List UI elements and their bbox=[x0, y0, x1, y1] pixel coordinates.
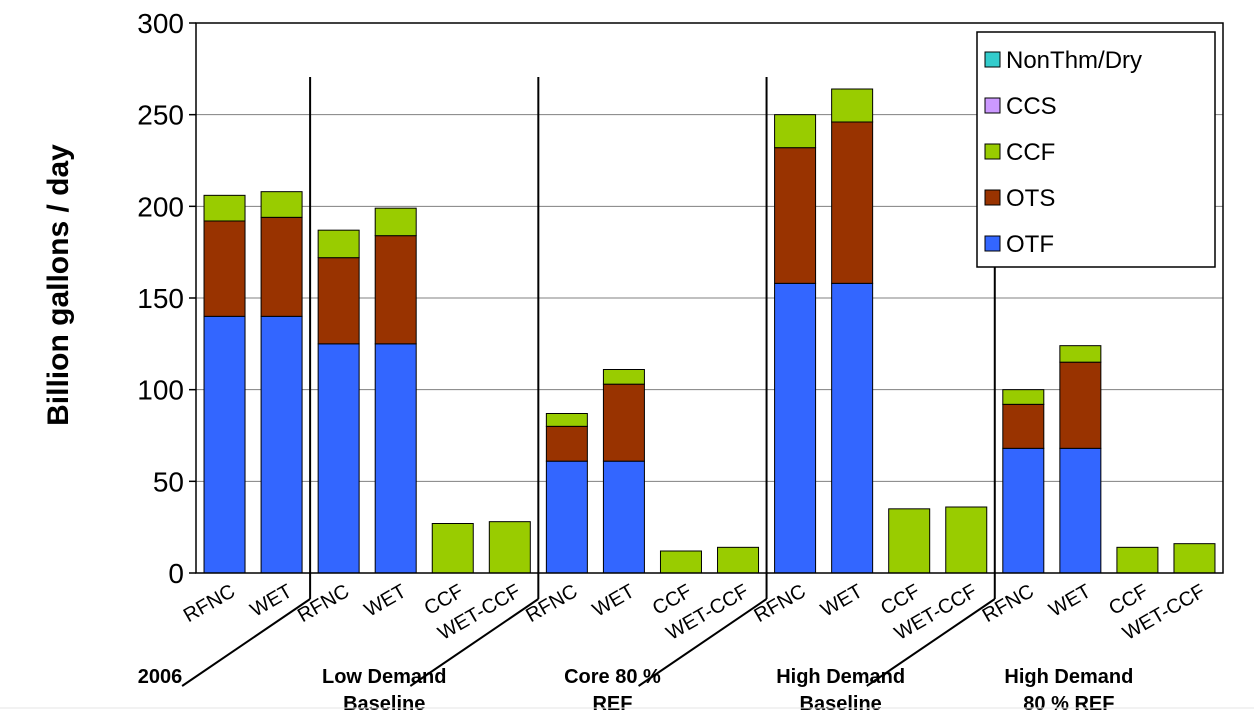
bar-segment-ccf bbox=[431, 523, 474, 574]
y-tick-label: 0 bbox=[168, 558, 184, 589]
bar-segment-ots bbox=[545, 425, 588, 462]
group-separator-diagonal bbox=[409, 598, 539, 687]
y-tick-label: 100 bbox=[137, 375, 184, 406]
x-category-label: RFNC bbox=[180, 580, 239, 627]
bar-segment-ccf bbox=[488, 521, 531, 574]
bar-segment-ccf bbox=[659, 550, 702, 574]
legend-entry: CCF bbox=[1006, 139, 1055, 166]
bar-segment-otf bbox=[1002, 447, 1045, 574]
bars-layer bbox=[203, 88, 1216, 574]
group-separator-diagonal bbox=[866, 598, 996, 687]
bar-segment-otf bbox=[203, 315, 246, 574]
group-label-line: 80 % REF bbox=[1023, 693, 1114, 715]
group-label-line: 2006 bbox=[138, 666, 183, 688]
y-tick-label: 300 bbox=[137, 8, 184, 39]
legend-swatch bbox=[984, 51, 1001, 68]
bar-segment-ots bbox=[1059, 361, 1102, 449]
x-category-label: WET bbox=[589, 580, 638, 621]
x-axis-group-labels: 2006 Low Demand Baseline Core 80 % REF High D… bbox=[138, 666, 1134, 715]
y-tick-label: 150 bbox=[137, 283, 184, 314]
x-category-label: WET bbox=[817, 580, 866, 621]
group-label-line: Core 80 % bbox=[564, 666, 661, 688]
x-category-label: WET bbox=[247, 580, 296, 621]
x-category-label: RFNC bbox=[522, 580, 581, 627]
x-category-label: RFNC bbox=[979, 580, 1038, 627]
legend-entry: CCS bbox=[1006, 93, 1057, 120]
bar-segment-ots bbox=[317, 257, 360, 345]
bar-segment-ccf bbox=[1116, 546, 1159, 574]
bar-segment-ots bbox=[374, 235, 417, 345]
y-tick-label: 250 bbox=[137, 100, 184, 131]
bar-segment-ccf bbox=[374, 207, 417, 237]
y-axis-ticks: 0 50 100 150 200 250 300 bbox=[137, 8, 196, 589]
group-label-line: High Demand bbox=[1004, 666, 1133, 688]
bar-segment-ots bbox=[203, 220, 246, 317]
group-label-line: Baseline bbox=[343, 693, 425, 715]
legend-swatch bbox=[984, 189, 1001, 206]
bar-segment-ccf bbox=[945, 506, 988, 574]
bar-segment-ccf bbox=[545, 413, 588, 427]
y-axis-label: Billion gallons / day bbox=[42, 144, 75, 426]
bar-segment-ccf bbox=[1002, 389, 1045, 405]
bar-segment-ccf bbox=[203, 194, 246, 222]
bar-segment-otf bbox=[774, 282, 817, 574]
bar-segment-ccf bbox=[260, 191, 303, 218]
legend-entry: NonThm/Dry bbox=[1006, 47, 1142, 74]
bar-segment-ccf bbox=[888, 508, 931, 574]
bar-segment-otf bbox=[1059, 447, 1102, 574]
bar-segment-otf bbox=[602, 460, 645, 574]
bar-segment-ccf bbox=[717, 546, 760, 574]
bar-segment-ots bbox=[774, 147, 817, 284]
bar-segment-ots bbox=[831, 121, 874, 284]
legend-entry: OTS bbox=[1006, 185, 1055, 212]
bar-segment-otf bbox=[831, 282, 874, 574]
bar-segment-ccf bbox=[1173, 543, 1216, 574]
x-category-label: RFNC bbox=[750, 580, 809, 627]
group-separator-diagonal bbox=[637, 598, 768, 687]
bar-segment-ots bbox=[1002, 403, 1045, 449]
bar-segment-ccf bbox=[1059, 345, 1102, 363]
x-category-label: RFNC bbox=[294, 580, 353, 627]
legend-box bbox=[976, 31, 1216, 268]
group-label-line: REF bbox=[592, 693, 632, 715]
legend-swatch bbox=[984, 143, 1001, 160]
legend-entry: OTF bbox=[1006, 231, 1054, 258]
bar-segment-ccf bbox=[774, 114, 817, 149]
legend-swatch bbox=[984, 97, 1001, 114]
bar-segment-ccf bbox=[317, 229, 360, 259]
group-label-line: Baseline bbox=[800, 693, 882, 715]
legend: NonThm/Dry CCS CCF OTS OTF bbox=[976, 31, 1216, 268]
group-label-line: High Demand bbox=[776, 666, 905, 688]
x-category-label: WET bbox=[361, 580, 410, 621]
bar-segment-ccf bbox=[602, 369, 645, 385]
group-separator-diagonal bbox=[181, 598, 311, 687]
bar-segment-otf bbox=[545, 460, 588, 574]
legend-swatch bbox=[984, 235, 1001, 252]
bar-segment-otf bbox=[374, 343, 417, 574]
bar-segment-otf bbox=[260, 315, 303, 574]
bar-segment-ccf bbox=[831, 88, 874, 123]
x-category-label: WET bbox=[1045, 580, 1094, 621]
bar-segment-ots bbox=[602, 383, 645, 462]
y-tick-label: 50 bbox=[153, 466, 184, 497]
group-label-line: Low Demand bbox=[322, 666, 446, 688]
bar-segment-otf bbox=[317, 343, 360, 574]
y-tick-label: 200 bbox=[137, 191, 184, 222]
bar-segment-ots bbox=[260, 216, 303, 317]
